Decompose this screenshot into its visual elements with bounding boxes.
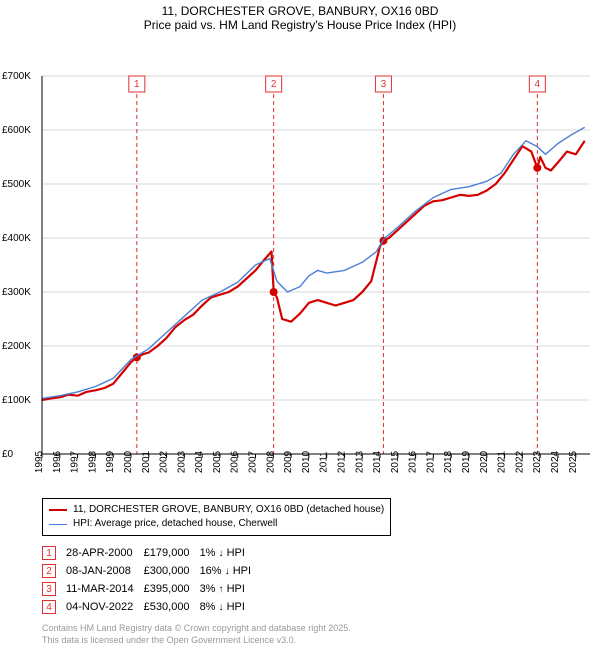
footer-line2: This data is licensed under the Open Gov… [42, 634, 600, 646]
x-tick-label: 2024 [550, 450, 561, 473]
x-tick-label: 1995 [34, 450, 45, 473]
x-tick-label: 2020 [479, 450, 490, 473]
event-marker-number: 4 [535, 79, 541, 90]
event-marker-number: 2 [271, 79, 277, 90]
x-tick-label: 2010 [301, 450, 312, 473]
event-marker-number: 1 [134, 79, 140, 90]
footer-line1: Contains HM Land Registry data © Crown c… [42, 622, 600, 634]
event-num-cell: 3 [42, 580, 66, 598]
x-tick-label: 2006 [230, 450, 241, 473]
event-marker-number: 3 [381, 79, 387, 90]
chart-svg: £0 £100K £200K £300K £400K £500K £600K £700K 1 2 3… [0, 34, 600, 492]
x-tick-label: 2014 [372, 450, 383, 473]
y-tick-label: £400K [2, 233, 31, 244]
x-tick-label: 2016 [408, 450, 419, 473]
events-table: 1 28-APR-2000£179,0001% ↓ HPI 2 08-JAN-2008… [42, 544, 600, 616]
x-tick-label: 2017 [425, 450, 436, 473]
event-row: 2 08-JAN-2008£300,00016% ↓ HPI [42, 562, 261, 580]
legend-swatch [49, 509, 67, 511]
event-pct-cell: 1% ↓ HPI [200, 544, 261, 562]
y-tick-label: £100K [2, 395, 31, 406]
x-tick-label: 2001 [141, 450, 152, 473]
x-tick-label: 2011 [319, 451, 330, 473]
event-price: £530,000 [144, 598, 200, 616]
x-tick-label: 1998 [87, 450, 98, 473]
event-pct-cell: 3% ↑ HPI [200, 580, 261, 598]
event-pct-cell: 16% ↓ HPI [200, 562, 261, 580]
x-tick-label: 2019 [461, 450, 472, 473]
y-tick-label: £600K [2, 125, 31, 136]
x-tick-label: 2013 [354, 450, 365, 473]
y-tick-label: £200K [2, 341, 31, 352]
x-tick-label: 2023 [532, 450, 543, 473]
event-date: 04-NOV-2022 [66, 598, 144, 616]
x-tick-label: 2004 [194, 450, 205, 473]
x-tick-label: 2003 [176, 450, 187, 473]
event-num-cell: 2 [42, 562, 66, 580]
event-date: 08-JAN-2008 [66, 562, 144, 580]
event-date: 11-MAR-2014 [66, 580, 144, 598]
event-number: 1 [42, 546, 56, 560]
y-tick-label: £500K [2, 179, 31, 190]
x-tick-label: 2025 [568, 450, 579, 473]
x-tick-label: 2021 [497, 450, 508, 473]
x-tick-label: 2015 [390, 450, 401, 473]
arrow-icon: ↑ [219, 584, 224, 595]
event-price: £300,000 [144, 562, 200, 580]
event-pct-cell: 8% ↓ HPI [200, 598, 261, 616]
x-tick-label: 1997 [70, 450, 81, 473]
event-number: 3 [42, 582, 56, 596]
chart-title-line2: Price paid vs. HM Land Registry's House … [0, 18, 600, 34]
x-tick-label: 1996 [52, 450, 63, 473]
x-tick-label: 2007 [248, 450, 259, 473]
y-tick-label: £0 [2, 449, 14, 460]
x-tick-label: 2008 [265, 450, 276, 473]
event-pct: 3% ↑ HPI [200, 583, 245, 595]
series-price_paid [42, 141, 585, 400]
x-tick-label: 2000 [123, 450, 134, 473]
event-num-cell: 1 [42, 544, 66, 562]
event-date: 28-APR-2000 [66, 544, 144, 562]
legend-row: 11, DORCHESTER GROVE, BANBURY, OX16 0BD … [49, 503, 384, 517]
legend-label: 11, DORCHESTER GROVE, BANBURY, OX16 0BD … [73, 503, 384, 517]
event-price: £179,000 [144, 544, 200, 562]
x-tick-label: 1999 [105, 450, 116, 473]
chart-title-line1: 11, DORCHESTER GROVE, BANBURY, OX16 0BD [0, 0, 600, 18]
event-price: £395,000 [144, 580, 200, 598]
y-tick-label: £700K [2, 71, 31, 82]
y-tick-label: £300K [2, 287, 31, 298]
arrow-icon: ↓ [219, 602, 224, 613]
x-tick-label: 2022 [514, 450, 525, 473]
legend-swatch [49, 524, 67, 525]
event-number: 2 [42, 564, 56, 578]
event-row: 4 04-NOV-2022£530,0008% ↓ HPI [42, 598, 261, 616]
event-row: 1 28-APR-2000£179,0001% ↓ HPI [42, 544, 261, 562]
event-pct: 8% ↓ HPI [200, 601, 245, 613]
event-num-cell: 4 [42, 598, 66, 616]
event-pct: 1% ↓ HPI [200, 547, 245, 559]
arrow-icon: ↓ [225, 566, 230, 577]
footer: Contains HM Land Registry data © Crown c… [42, 622, 600, 646]
legend-label: HPI: Average price, detached house, Cher… [73, 517, 277, 531]
x-tick-label: 2002 [159, 450, 170, 473]
event-pct: 16% ↓ HPI [200, 565, 251, 577]
arrow-icon: ↓ [219, 548, 224, 559]
event-row: 3 11-MAR-2014£395,0003% ↑ HPI [42, 580, 261, 598]
legend: 11, DORCHESTER GROVE, BANBURY, OX16 0BD … [42, 498, 391, 536]
x-tick-label: 2018 [443, 450, 454, 473]
x-tick-label: 2012 [336, 450, 347, 473]
series-hpi [42, 127, 585, 398]
chart-area: £0 £100K £200K £300K £400K £500K £600K £700K 1 2 3… [0, 34, 600, 492]
x-tick-label: 2009 [283, 450, 294, 473]
legend-row: HPI: Average price, detached house, Cher… [49, 517, 384, 531]
event-number: 4 [42, 600, 56, 614]
x-tick-label: 2005 [212, 450, 223, 473]
